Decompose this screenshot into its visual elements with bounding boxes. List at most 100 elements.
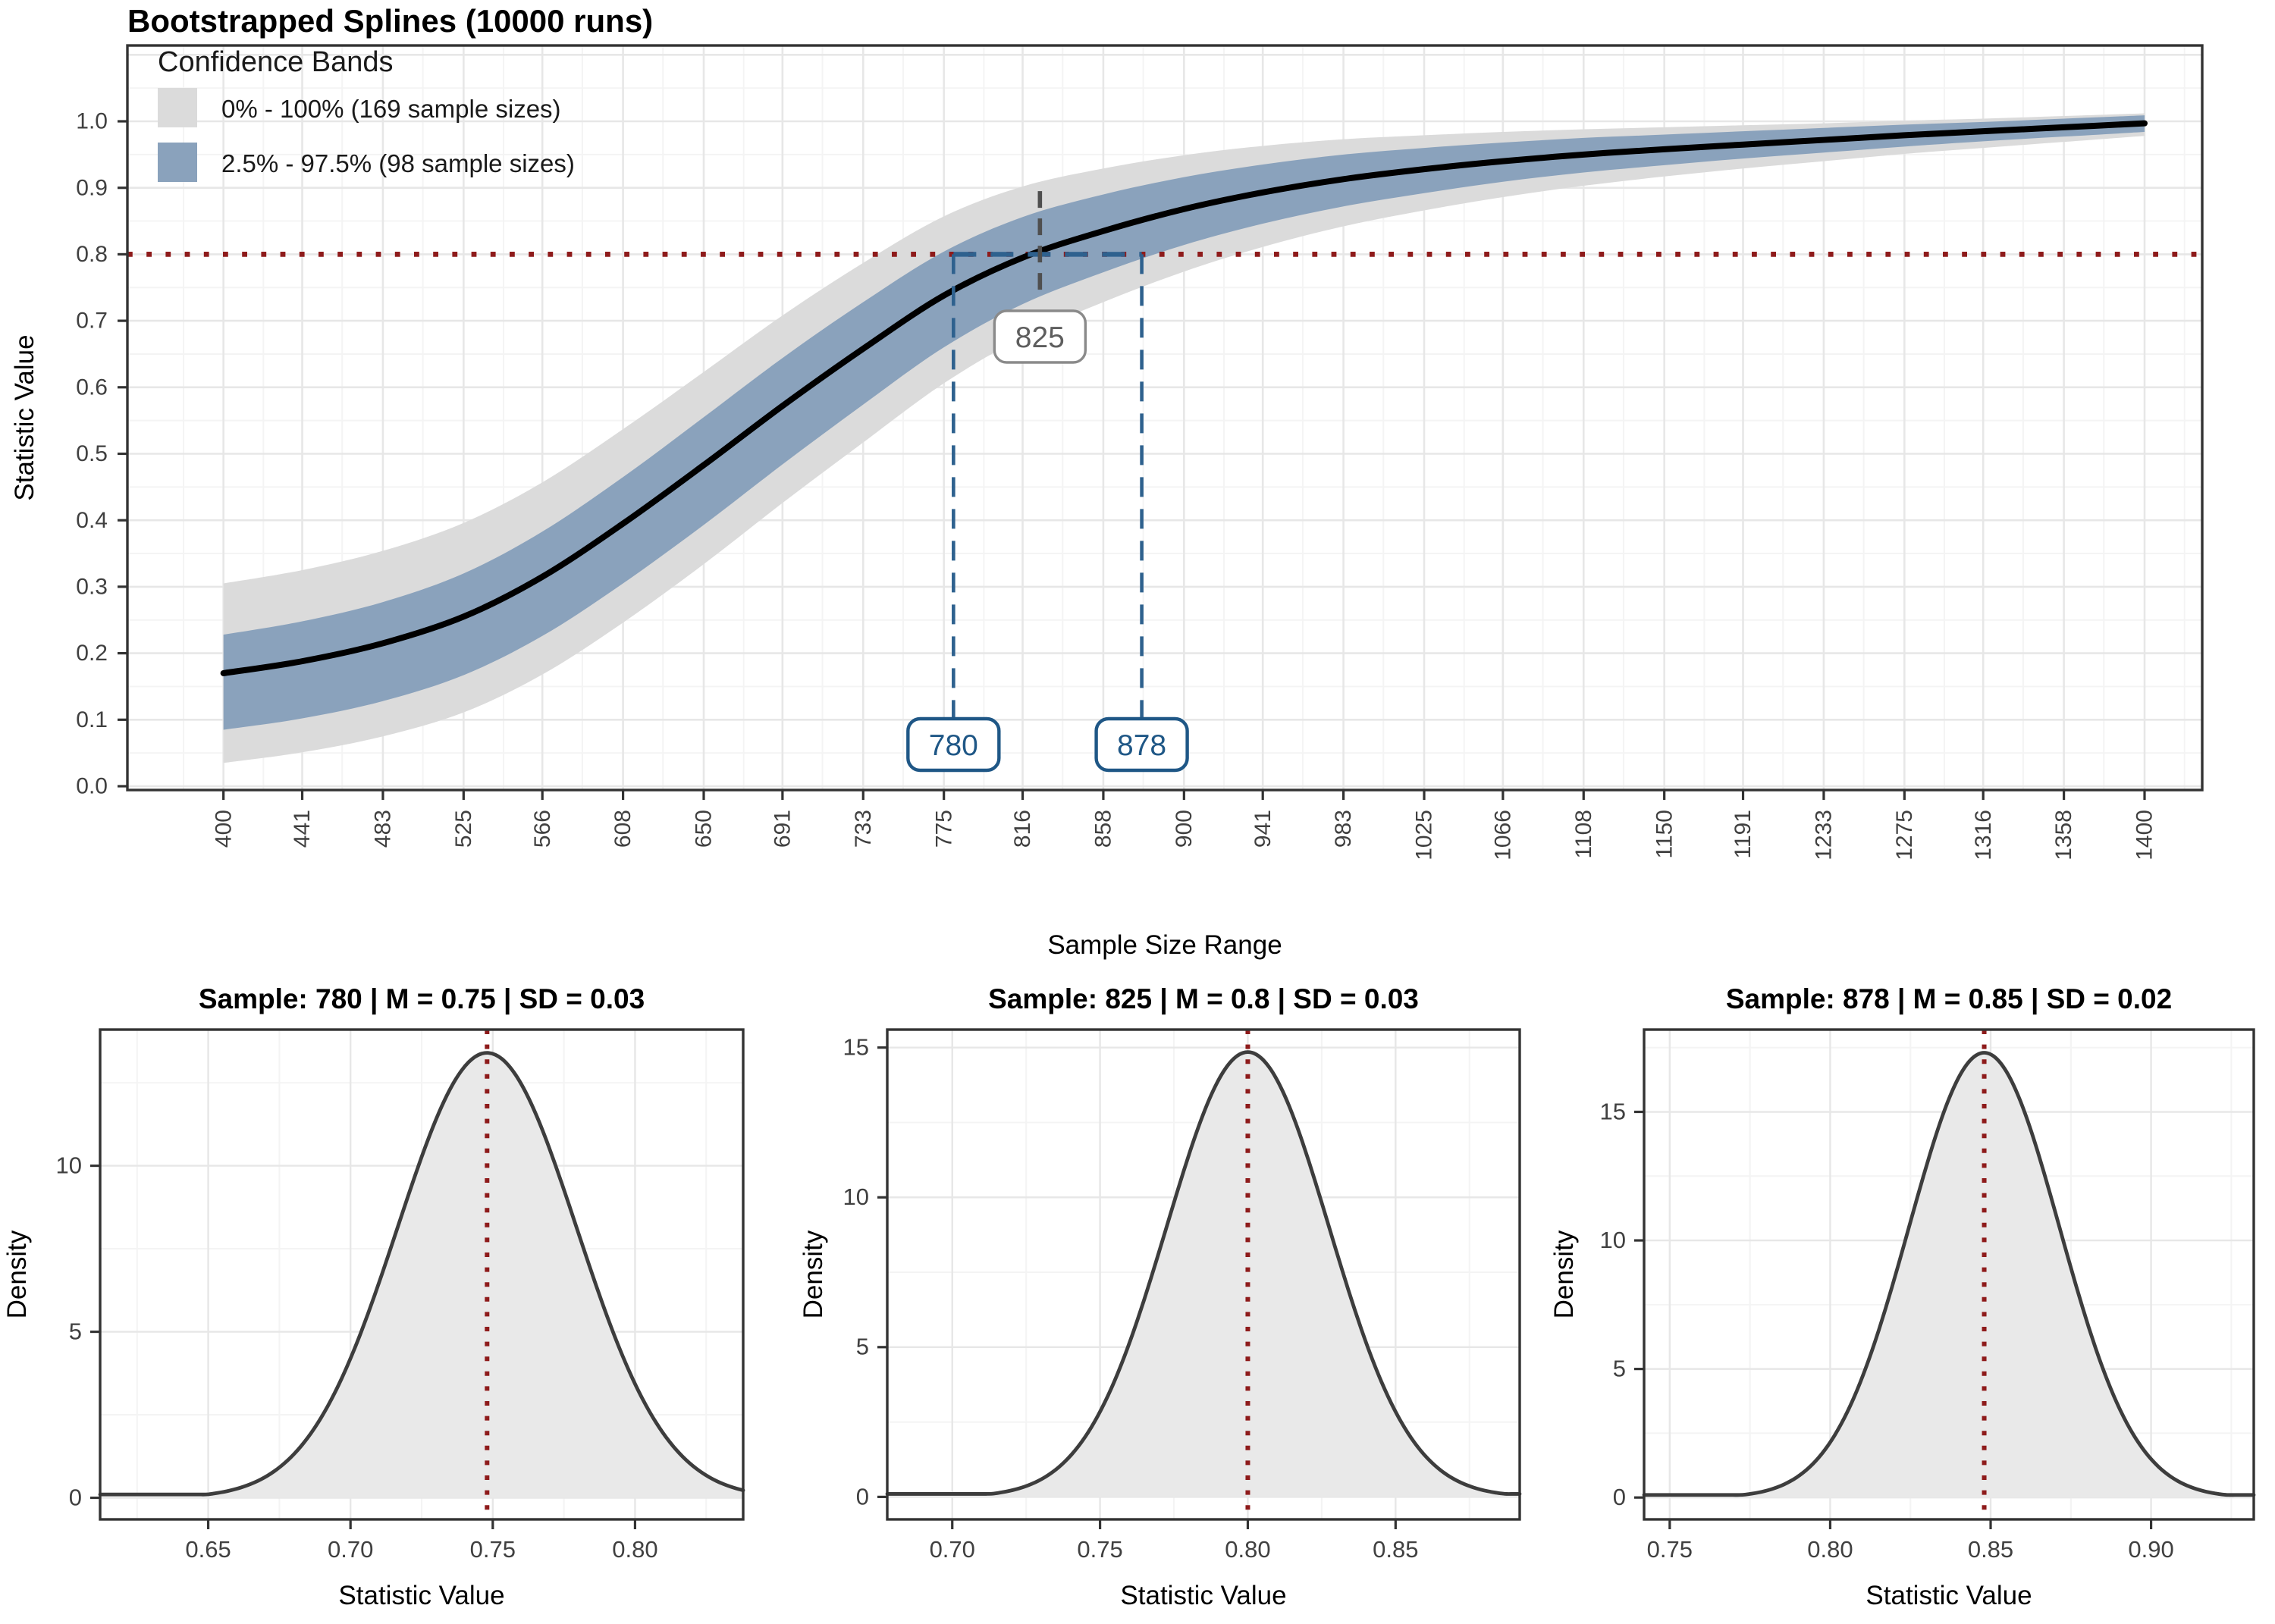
density-x-tick-label: 0.80 [1807, 1536, 1853, 1563]
density-x-tick-label: 0.80 [612, 1536, 657, 1563]
x-tick-label: 608 [610, 810, 635, 848]
density-y-tick-label: 0 [69, 1484, 82, 1510]
density-x-tick-label: 0.75 [470, 1536, 516, 1563]
density-y-axis-title-825: Density [799, 1230, 828, 1318]
x-tick-label: 900 [1172, 810, 1197, 848]
annotation-box-825 [993, 309, 1087, 364]
main-x-axis-title: Sample Size Range [1047, 930, 1282, 960]
x-tick-label: 566 [530, 810, 555, 848]
density-y-tick-label: 10 [1600, 1227, 1626, 1253]
density-y-tick-label: 5 [69, 1318, 82, 1344]
main-axes: 400 441 483 525 566 608 650 691 733 775 816 858 900 9… [76, 109, 2157, 861]
density-panel-border-825 [886, 1028, 1521, 1521]
y-tick-label: 0.8 [76, 242, 108, 267]
density-y-tick-label: 10 [56, 1152, 82, 1178]
x-tick-label: 983 [1331, 810, 1356, 848]
density-svg-825: Sample: 825 | M = 0.8 | SD = 0.03 0.70 0.7… [799, 983, 1522, 1610]
y-tick-label: 0.2 [76, 641, 108, 666]
mean-spline [220, 120, 2148, 676]
x-tick-label: 483 [371, 810, 396, 848]
density-y-tick-label: 5 [1613, 1356, 1626, 1382]
density-fill-825 [887, 1052, 1520, 1497]
annotation-label-825: 825 [1015, 321, 1065, 354]
x-tick-label: 1150 [1652, 810, 1677, 859]
x-tick-label: 816 [1010, 810, 1035, 848]
legend-swatch-outer [158, 88, 197, 127]
main-chart: Bootstrapped Splines (10000 runs) 825 780 8… [10, 3, 2204, 960]
density-y-axis-title-878: Density [1549, 1230, 1579, 1318]
y-tick-label: 0.4 [76, 508, 108, 533]
y-tick-label: 0.6 [76, 375, 108, 400]
density-row: Sample: 780 | M = 0.75 | SD = 0.03 0.65 0.… [0, 978, 2275, 1624]
density-x-tick-label: 0.75 [1077, 1536, 1122, 1563]
main-chart-svg: Bootstrapped Splines (10000 runs) 825 780 8… [10, 3, 2204, 960]
x-tick-label: 400 [211, 810, 236, 848]
x-tick-label: 941 [1250, 810, 1276, 848]
x-tick-label: 1025 [1412, 810, 1437, 861]
density-x-axis-title-878: Statistic Value [1866, 1581, 2032, 1610]
density-x-tick-label: 0.80 [1225, 1536, 1270, 1563]
density-x-tick-label: 0.70 [930, 1536, 975, 1563]
main-chart-title: Bootstrapped Splines (10000 runs) [127, 3, 653, 39]
y-tick-label: 0.3 [76, 575, 108, 600]
density-y-axis-title-780: Density [2, 1230, 32, 1318]
density-panel-border-878 [1643, 1028, 2255, 1521]
y-tick-label: 0.5 [76, 441, 108, 466]
annotation-label-780: 780 [929, 729, 978, 762]
density-x-tick-label: 0.85 [1373, 1536, 1418, 1563]
density-y-tick-label: 5 [856, 1334, 869, 1360]
x-tick-label: 525 [451, 810, 476, 848]
legend-swatch-inner [158, 143, 197, 182]
density-x-tick-label: 0.70 [328, 1536, 373, 1563]
density-svg-780: Sample: 780 | M = 0.75 | SD = 0.030.65 0.… [2, 983, 745, 1610]
density-x-axis-title-780: Statistic Value [338, 1581, 504, 1610]
density-title-825: Sample: 825 | M = 0.8 | SD = 0.03 [988, 983, 1419, 1015]
annotation-box-878 [1094, 716, 1189, 773]
annotation-label-878: 878 [1117, 729, 1166, 762]
x-tick-label: 1233 [1812, 810, 1837, 861]
x-tick-label: 733 [851, 810, 876, 848]
density-cell-780: Sample: 780 | M = 0.75 | SD = 0.03 0.65 0.… [0, 978, 796, 1624]
density-curve-825 [885, 1050, 1522, 1496]
x-tick-label: 1108 [1571, 810, 1596, 859]
y-tick-label: 0.7 [76, 309, 108, 334]
x-tick-label: 691 [770, 810, 795, 848]
density-x-tick-label: 0.90 [2128, 1536, 2173, 1563]
density-title-780: Sample: 780 | M = 0.75 | SD = 0.03 [199, 983, 645, 1015]
x-tick-label: 858 [1091, 810, 1116, 848]
x-tick-label: 1400 [2132, 810, 2157, 861]
density-fill-878 [1644, 1052, 2254, 1498]
density-title-878: Sample: 878 | M = 0.85 | SD = 0.02 [1726, 983, 2172, 1015]
density-y-tick-label: 15 [1600, 1098, 1626, 1124]
density-curve-780 [98, 1051, 745, 1497]
x-tick-label: 1066 [1490, 810, 1515, 861]
density-y-tick-label: 10 [843, 1184, 869, 1210]
x-tick-label: 1358 [2051, 810, 2076, 861]
x-tick-label: 650 [692, 810, 717, 848]
legend: Confidence Bands 0% - 100% (169 sample si… [158, 46, 575, 182]
annotation-box-780 [906, 716, 1001, 773]
x-tick-label: 441 [290, 810, 315, 848]
y-tick-label: 1.0 [76, 109, 108, 134]
density-cell-878: Sample: 878 | M = 0.85 | SD = 0.02 0.75 0.… [1547, 978, 2275, 1624]
legend-label-inner: 2.5% - 97.5% (98 sample sizes) [221, 149, 575, 177]
density-y-tick-label: 0 [856, 1483, 869, 1510]
density-x-tick-label: 0.65 [185, 1536, 231, 1563]
density-y-tick-label: 0 [1613, 1484, 1626, 1510]
y-tick-label: 0.9 [76, 175, 108, 200]
legend-title: Confidence Bands [158, 46, 394, 78]
y-tick-label: 0.0 [76, 774, 108, 799]
density-axes: 0.70 0.75 0.80 0.85 0 5 10 15 [843, 1034, 1419, 1563]
y-tick-label: 0.1 [76, 707, 108, 732]
density-cell-825: Sample: 825 | M = 0.8 | SD = 0.03 0.70 0.7… [796, 978, 1547, 1624]
x-tick-label: 775 [931, 810, 956, 848]
density-fill-780 [100, 1052, 743, 1498]
density-curve-878 [1642, 1051, 2256, 1497]
density-svg-878: Sample: 878 | M = 0.85 | SD = 0.020.75 0.… [1549, 983, 2256, 1610]
density-x-tick-label: 0.85 [1968, 1536, 2013, 1563]
density-axes: 0.75 0.80 0.85 0.90 0 5 10 15 [1600, 1098, 2174, 1563]
main-y-axis-title: Statistic Value [10, 334, 39, 500]
x-tick-label: 1316 [1971, 810, 1996, 861]
density-axes: 0.65 0.70 0.75 0.80 0 5 10 [56, 1152, 658, 1563]
